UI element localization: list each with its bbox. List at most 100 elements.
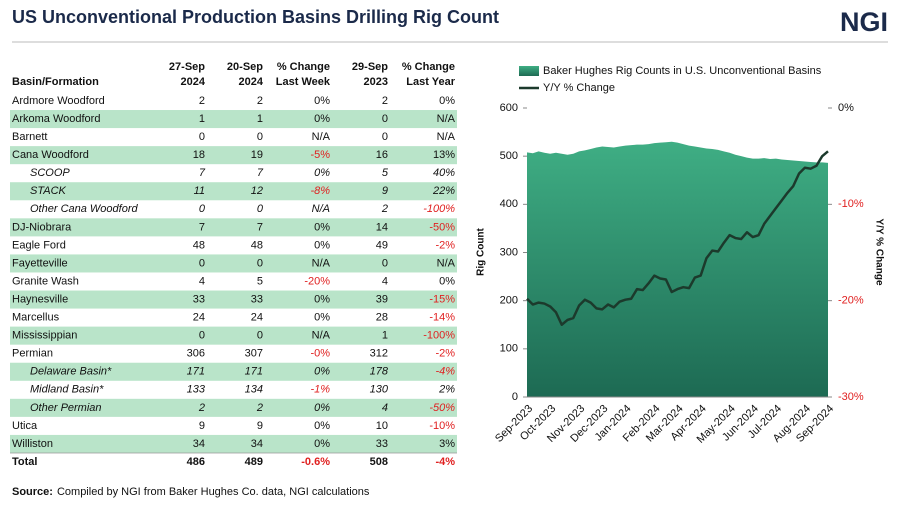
cell: 2 bbox=[381, 203, 388, 215]
cell: -4% bbox=[435, 456, 455, 468]
area bbox=[527, 141, 828, 397]
line bbox=[526, 150, 829, 326]
cell: 9 bbox=[257, 420, 263, 432]
row-label: Marcellus bbox=[12, 312, 60, 324]
y-tick-label: 300 bbox=[500, 246, 518, 258]
row-label: Total bbox=[12, 456, 37, 468]
cell: 0% bbox=[314, 438, 330, 450]
row-label: Cana Woodford bbox=[12, 149, 89, 161]
cell: 0% bbox=[314, 293, 330, 305]
cell: 7 bbox=[257, 167, 264, 179]
y-axis-title: Rig Count bbox=[476, 227, 487, 275]
cell: 9 bbox=[382, 185, 388, 197]
cell: 0 bbox=[382, 113, 388, 125]
y-tick-label: 100 bbox=[500, 343, 518, 355]
row-stripe bbox=[10, 434, 457, 453]
cell: 14 bbox=[376, 221, 388, 233]
cell: 4 bbox=[199, 275, 205, 287]
cell: 13% bbox=[433, 149, 455, 161]
cell: 130 bbox=[370, 384, 389, 396]
y2-axis-title: Y/Y % Change bbox=[873, 218, 884, 285]
cell: 0% bbox=[314, 113, 330, 125]
y-tick-label: 200 bbox=[500, 295, 518, 307]
cell: N/A bbox=[437, 257, 456, 269]
cell: 178 bbox=[370, 366, 389, 378]
cell: 171 bbox=[245, 366, 263, 378]
cell: N/A bbox=[312, 330, 331, 342]
cell: 5 bbox=[382, 167, 389, 179]
cell: -2% bbox=[435, 348, 455, 360]
cell: -0% bbox=[310, 348, 330, 360]
row-label: Haynesville bbox=[12, 293, 68, 305]
cell: 2 bbox=[382, 95, 388, 107]
cell: 2 bbox=[199, 95, 205, 107]
y-tick-label: 0 bbox=[512, 391, 518, 403]
source-text: Compiled by NGI from Baker Hughes Co. da… bbox=[57, 486, 370, 498]
cell: 0 bbox=[257, 257, 263, 269]
column-header: 2024 bbox=[181, 76, 206, 88]
cell: 0% bbox=[314, 366, 330, 378]
cell: 34 bbox=[251, 438, 263, 450]
cell: 1 bbox=[199, 113, 205, 125]
cell: -5% bbox=[310, 149, 330, 161]
cell: 48 bbox=[251, 239, 263, 251]
cell: 7 bbox=[257, 221, 263, 233]
cell: 134 bbox=[245, 384, 263, 396]
cell: -100% bbox=[423, 203, 455, 215]
cell: 18 bbox=[193, 149, 205, 161]
y2-tick-label: -20% bbox=[838, 295, 864, 307]
logo: NGI bbox=[840, 7, 888, 37]
cell: 486 bbox=[187, 456, 205, 468]
cell: -0.6% bbox=[301, 456, 330, 468]
cell: 0 bbox=[199, 330, 205, 342]
cell: 48 bbox=[193, 239, 205, 251]
cell: 0 bbox=[382, 131, 388, 143]
cell: 0% bbox=[314, 167, 330, 179]
cell: 4 bbox=[382, 275, 388, 287]
row-label: Fayetteville bbox=[12, 257, 68, 269]
row-label: Mississippian bbox=[12, 330, 77, 342]
row-label: STACK bbox=[30, 185, 67, 197]
row-stripe bbox=[10, 254, 457, 273]
row-label: Arkoma Woodford bbox=[12, 113, 100, 125]
cell: 5 bbox=[257, 275, 263, 287]
row-label: Granite Wash bbox=[12, 275, 79, 287]
cell: 0 bbox=[257, 330, 263, 342]
cell: 0 bbox=[199, 131, 205, 143]
legend-swatch bbox=[519, 66, 539, 76]
cell: 508 bbox=[370, 456, 388, 468]
row-stripe bbox=[10, 218, 457, 237]
row-label: Eagle Ford bbox=[12, 239, 66, 251]
cell: -50% bbox=[429, 402, 455, 414]
cell: 1 bbox=[382, 330, 388, 342]
column-header: % Change bbox=[402, 61, 455, 73]
row-label: SCOOP bbox=[30, 167, 70, 179]
column-header: 29-Sep bbox=[352, 61, 388, 73]
cell: -15% bbox=[429, 293, 455, 305]
cell: 24 bbox=[251, 312, 263, 324]
cell: 3% bbox=[439, 438, 455, 450]
cell: 16 bbox=[376, 149, 388, 161]
cell: 28 bbox=[376, 312, 388, 324]
cell: 34 bbox=[193, 438, 205, 450]
column-header: 20-Sep bbox=[227, 61, 263, 73]
cell: -2% bbox=[435, 239, 455, 251]
cell: 0 bbox=[257, 131, 263, 143]
cell: -1% bbox=[310, 384, 330, 396]
cell: 0% bbox=[314, 420, 330, 432]
row-stripe bbox=[10, 110, 457, 129]
cell: 39 bbox=[376, 293, 388, 305]
row-label: DJ-Niobrara bbox=[12, 221, 72, 233]
cell: 4 bbox=[382, 402, 388, 414]
cell: N/A bbox=[312, 131, 331, 143]
cell: -50% bbox=[429, 221, 455, 233]
row-label: Midland Basin* bbox=[30, 384, 104, 396]
cell: 33 bbox=[251, 293, 263, 305]
cell: -8% bbox=[310, 185, 330, 197]
row-label: Williston bbox=[12, 438, 53, 450]
cell: 0 bbox=[199, 203, 206, 215]
row-stripe bbox=[10, 146, 457, 165]
row-label: Delaware Basin* bbox=[30, 366, 112, 378]
cell: 2 bbox=[198, 402, 205, 414]
